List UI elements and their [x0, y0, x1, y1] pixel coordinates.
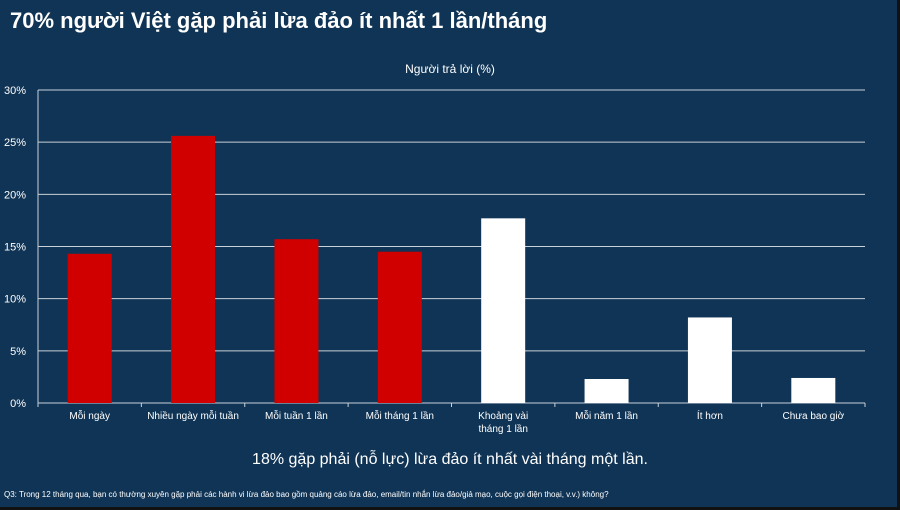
bar — [791, 377, 836, 403]
x-tick-label: Mỗi tuần 1 lần — [265, 409, 328, 422]
bar — [584, 379, 629, 403]
bar — [67, 253, 112, 403]
y-tick-label: 25% — [4, 137, 26, 149]
x-tick-label: Chưa bao giờ — [783, 411, 845, 422]
bar — [274, 239, 319, 403]
x-tick-label: Mỗi năm 1 lần — [575, 409, 638, 422]
x-tick-label: Mỗi ngày — [69, 409, 110, 422]
x-tick-label: Mỗi tháng 1 lần — [366, 409, 434, 422]
bar — [171, 135, 216, 403]
x-tick-label: Nhiều ngày mỗi tuần — [147, 409, 239, 422]
bar — [687, 317, 732, 403]
x-tick-label: tháng 1 lần — [478, 423, 528, 435]
x-tick-label: Khoảng vài — [478, 411, 528, 422]
y-tick-label: 5% — [10, 346, 26, 358]
y-tick-label: 30% — [4, 85, 26, 97]
y-tick-label: 15% — [4, 242, 26, 254]
y-tick-label: 20% — [4, 189, 26, 201]
bar — [377, 251, 422, 403]
survey-question-footnote: Q3: Trong 12 tháng qua, bạn có thường xu… — [4, 490, 609, 499]
bar — [481, 218, 526, 403]
y-tick-label: 10% — [4, 294, 26, 306]
y-tick-label: 0% — [10, 398, 26, 410]
x-tick-label: Ít hơn — [697, 409, 723, 422]
chart-title: Người trả lời (%) — [405, 62, 495, 76]
page-title: 70% người Việt gặp phải lừa đảo ít nhất … — [10, 8, 548, 33]
bar-chart: Người trả lời (%) 0% 5% 10% 15% 20% 25% 30% Mỗi… — [4, 62, 866, 435]
summary-note: 18% gặp phải (nỗ lực) lừa đảo ít nhất và… — [252, 451, 648, 468]
